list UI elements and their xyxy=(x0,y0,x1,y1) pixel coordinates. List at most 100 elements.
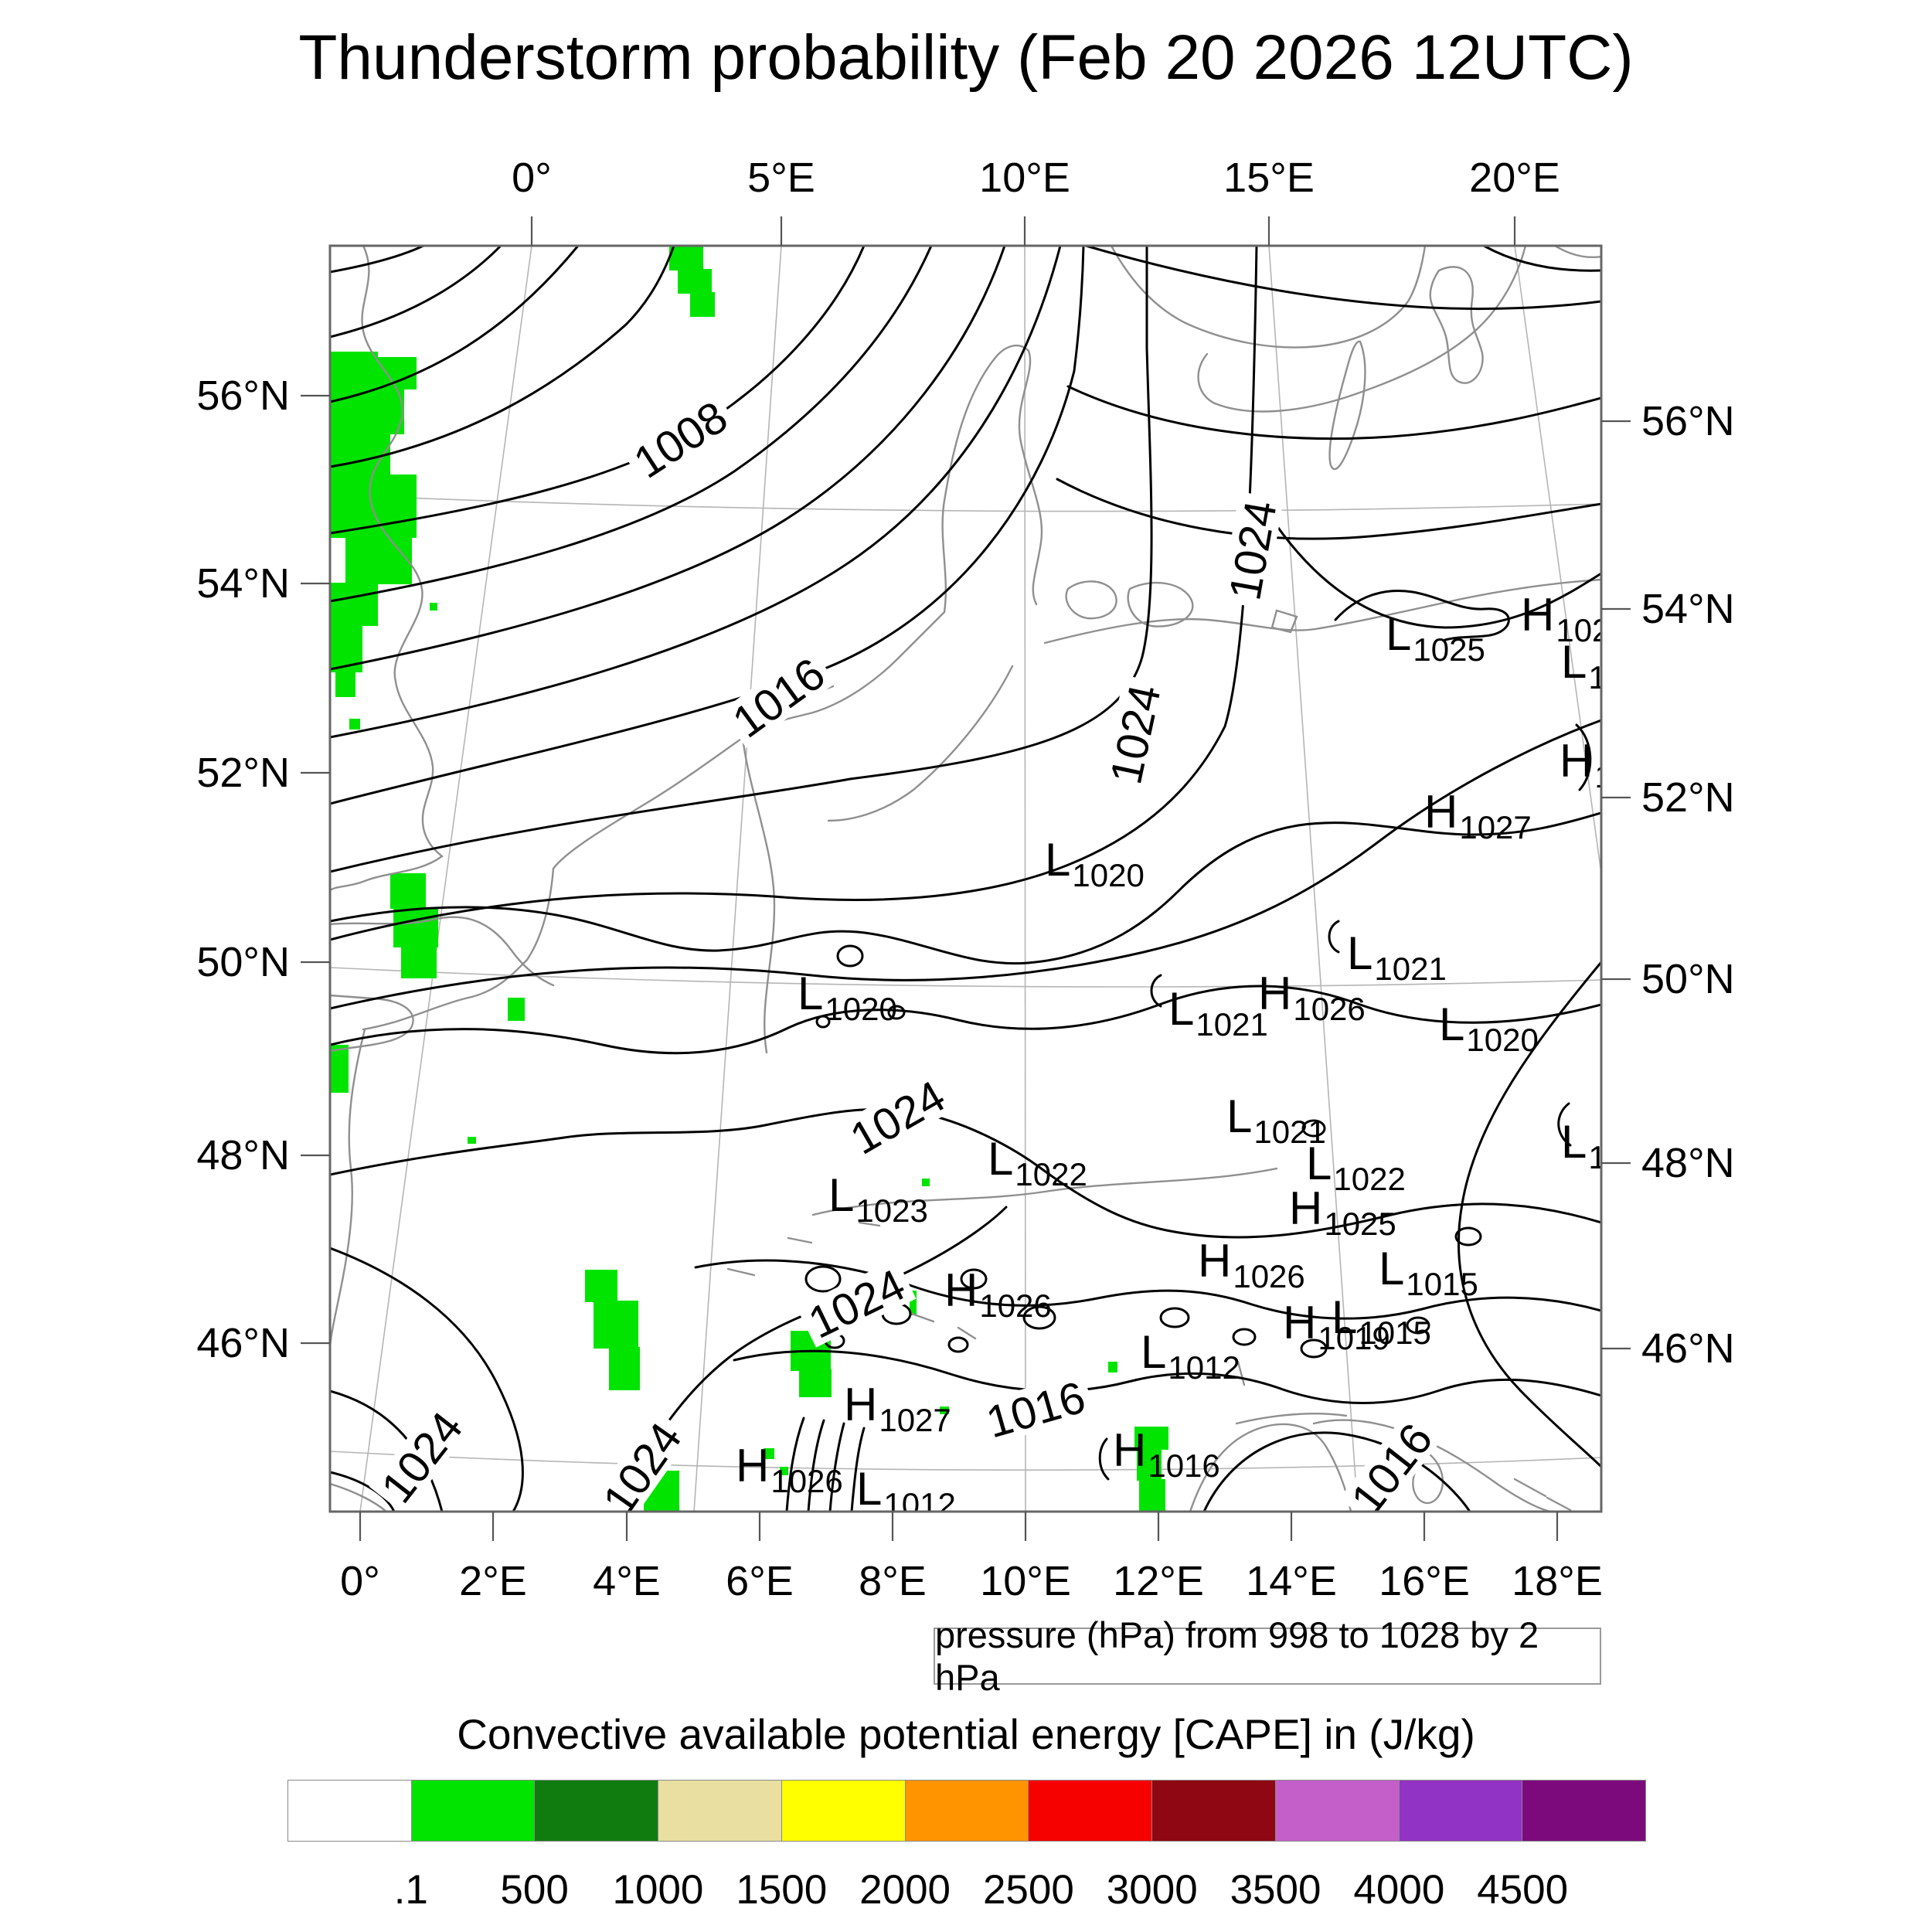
isobar-contour xyxy=(1457,961,1601,1468)
pressure-center-value: 1027 xyxy=(879,1402,951,1438)
cape-patch xyxy=(594,1301,638,1349)
isobar-value-label: 1024 xyxy=(1219,492,1287,609)
pressure-center-value: 10 xyxy=(1588,1139,1624,1175)
colorbar-cell xyxy=(1029,1781,1153,1841)
low-pressure-center-label: L1023 xyxy=(828,1169,928,1229)
isobar-contour xyxy=(330,246,580,403)
isobar-value-label: 1016 xyxy=(975,1372,1096,1447)
colorbar-cell xyxy=(288,1781,412,1841)
bottom-axis-tick-label: 4°E xyxy=(593,1558,661,1604)
pressure-center-value: 1012 xyxy=(883,1486,955,1522)
isobar-label-text: 1016 xyxy=(981,1372,1090,1447)
right-axis-tick-label: 54°N xyxy=(1641,586,1735,632)
isobar-contour xyxy=(330,719,1601,1010)
isobar-contour xyxy=(330,246,1006,671)
left-axis-tick-label: 54°N xyxy=(196,560,290,607)
isobar-closed-contour xyxy=(1232,1328,1257,1346)
bottom-axis-tick-label: 8°E xyxy=(859,1558,927,1604)
cape-patch xyxy=(799,1369,832,1397)
isobar-closed-contour xyxy=(836,944,864,968)
cape-patch xyxy=(401,946,437,978)
right-axis-tick-label: 50°N xyxy=(1641,956,1735,1002)
pressure-center-value: 1019 xyxy=(1318,1320,1389,1356)
cape-patch xyxy=(330,386,404,434)
meridian-gridline xyxy=(359,246,532,1512)
bottom-axis-tick-label: 0° xyxy=(340,1558,380,1604)
isobar-label-text: 1024 xyxy=(801,1260,912,1349)
coastline xyxy=(1235,1413,1348,1425)
colorbar-tick-label: 1500 xyxy=(736,1867,828,1913)
pressure-center-labels: L1025H1028L10H10H1027L1020L1021H1026L102… xyxy=(736,589,1631,1522)
isobar-contour xyxy=(1260,501,1601,629)
isobar-value-label: 1008 xyxy=(621,389,740,488)
bottom-axis-tick-label: 18°E xyxy=(1512,1558,1603,1604)
cape-patch xyxy=(1139,1479,1165,1512)
colorbar-tick-label: 500 xyxy=(500,1867,569,1913)
bottom-axis-tick-label: 10°E xyxy=(980,1558,1071,1604)
colorbar-tick-label: 4000 xyxy=(1353,1867,1445,1913)
pressure-center-value: 1026 xyxy=(1293,991,1365,1027)
low-pressure-center-label: L1020 xyxy=(798,968,897,1027)
low-pressure-center-label: L1015 xyxy=(1379,1243,1478,1302)
colorbar-tick-label: .1 xyxy=(393,1867,428,1913)
pressure-center-value: 1028 xyxy=(1556,612,1628,648)
colorbar-title: Convective available potential energy [C… xyxy=(457,1710,1475,1758)
cape-patch xyxy=(378,357,417,389)
pressure-caption-box: pressure (hPa) from 998 to 1028 by 2 hPa xyxy=(934,1614,1601,1698)
coastline xyxy=(330,246,444,892)
cape-patch xyxy=(669,246,703,270)
coastline xyxy=(726,1221,1246,1386)
pressure-center-value: 10 xyxy=(1588,659,1624,696)
colorbar-tick-label: 3000 xyxy=(1106,1867,1198,1913)
coastline xyxy=(1197,246,1527,413)
coastline xyxy=(362,344,1043,1031)
isobar-contour xyxy=(1056,478,1601,540)
coastline xyxy=(1429,266,1484,384)
top-axis-tick-label: 20°E xyxy=(1469,155,1560,201)
isobar-label-mask xyxy=(1338,1410,1444,1512)
cape-patch xyxy=(910,1291,917,1315)
isobar-closed-contour xyxy=(1301,1119,1326,1138)
cape-patch xyxy=(345,536,412,584)
coastline xyxy=(1553,246,1601,259)
isobar-closed-contour xyxy=(804,1265,842,1293)
pressure-center-value: 1015 xyxy=(1406,1266,1478,1302)
pressure-center-value: 1015 xyxy=(1359,1315,1430,1351)
isobar-label-mask xyxy=(1219,492,1284,609)
meridian-gridline xyxy=(693,246,782,1512)
coastline xyxy=(1312,1419,1552,1512)
right-axis-tick-label: 48°N xyxy=(1641,1140,1735,1186)
colorbar-tick-label: 4500 xyxy=(1477,1867,1569,1913)
cape-colorbar xyxy=(287,1780,1646,1842)
isobar-label-mask xyxy=(838,1069,957,1165)
isobar-contour xyxy=(1334,590,1510,641)
coastline xyxy=(1189,1423,1352,1512)
high-pressure-center-label: H10 xyxy=(1560,735,1631,794)
pressure-center-value: 10 xyxy=(1594,758,1631,794)
pressure-center-value: 1020 xyxy=(825,991,896,1027)
isobar-contour xyxy=(1557,1102,1572,1147)
right-axis-tick-label: 52°N xyxy=(1641,774,1735,821)
pressure-center-value: 1021 xyxy=(1196,1006,1267,1043)
pressure-center-value: 1016 xyxy=(1148,1447,1219,1484)
isobar-label-text: 1024 xyxy=(1219,497,1286,604)
isobar-layer xyxy=(330,246,1601,1512)
top-axis-tick-label: 0° xyxy=(512,155,552,201)
bottom-axis-tick-label: 12°E xyxy=(1113,1558,1204,1604)
isobar-contour xyxy=(1482,246,1601,272)
coastline xyxy=(827,665,1014,822)
pressure-center-value: 1022 xyxy=(1333,1161,1405,1197)
isobar-label-mask xyxy=(369,1399,474,1512)
colorbar-cell xyxy=(535,1781,659,1841)
page-title: Thunderstorm probability (Feb 20 2026 12… xyxy=(298,22,1634,93)
isobar-contour xyxy=(330,811,1601,965)
isobar-contour xyxy=(330,985,1601,1055)
isobar-contour xyxy=(330,246,1085,805)
coastline xyxy=(1513,1478,1572,1512)
bottom-axis-tick-label: 2°E xyxy=(459,1558,527,1604)
cape-patch xyxy=(1134,1427,1168,1450)
cape-patch xyxy=(690,292,715,317)
high-pressure-center-label: H1026 xyxy=(736,1440,843,1499)
